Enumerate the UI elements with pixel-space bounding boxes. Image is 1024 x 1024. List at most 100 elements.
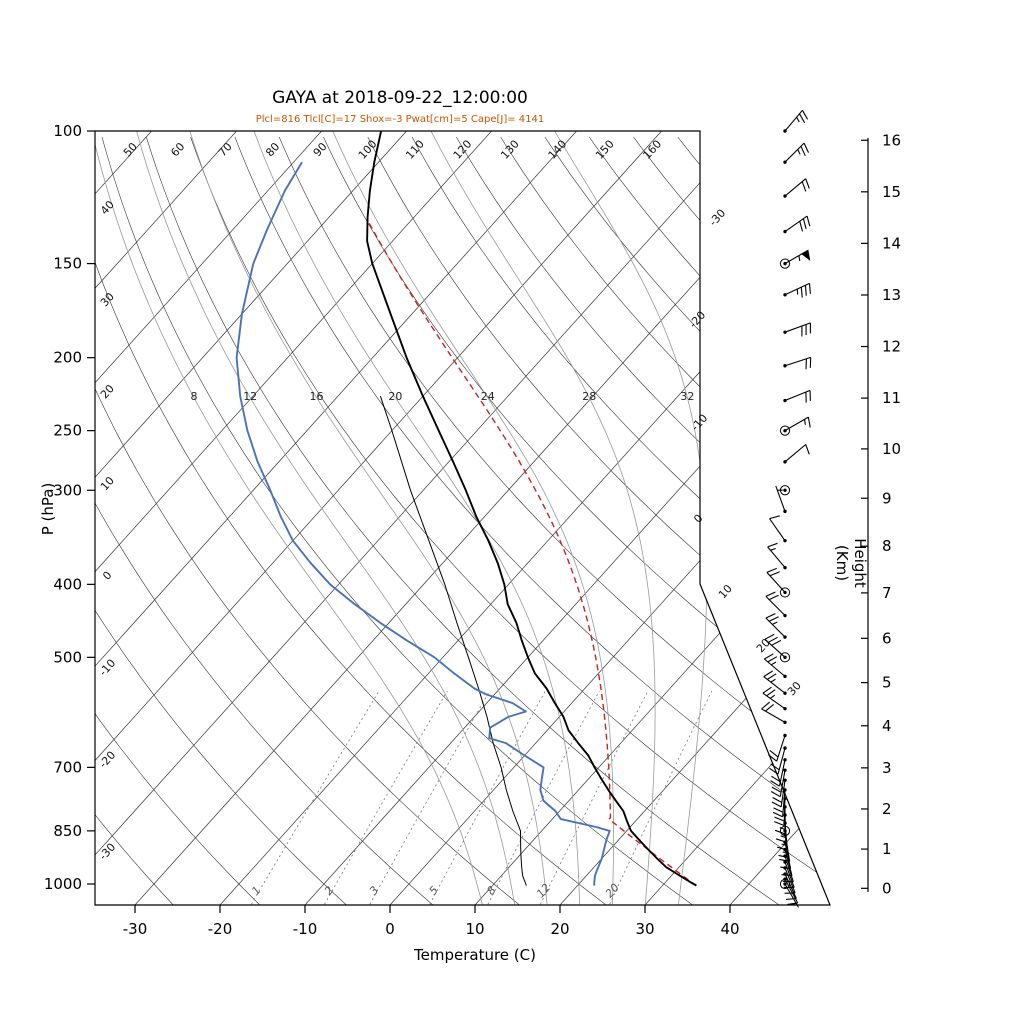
svg-text:-20: -20 [687, 309, 709, 331]
svg-text:40: 40 [98, 198, 117, 217]
svg-text:10: 10 [716, 582, 735, 601]
wind-barb-full [770, 780, 780, 787]
wind-barb-full [770, 791, 781, 798]
wind-barb-staff [784, 389, 811, 402]
chart-subtitle: Plcl=816 Tlcl[C]=17 Shox=-3 Pwat[cm]=5 C… [255, 114, 545, 125]
svg-text:20: 20 [388, 390, 402, 403]
wind-barb-staff [784, 356, 811, 367]
wind-barb-full [767, 656, 778, 663]
wind-barb-half [796, 116, 800, 123]
wind-barb-staff [784, 109, 803, 132]
wind-barb-full [777, 846, 788, 851]
isotherm-lines [95, 131, 830, 905]
parcel-curve [366, 218, 697, 887]
svg-text:100: 100 [53, 122, 82, 140]
wind-barb-full [768, 616, 779, 622]
wind-barb-full [769, 767, 779, 775]
wind-barb-staff [784, 444, 807, 463]
wind-barb-full [771, 775, 781, 783]
wind-barb-half [772, 621, 778, 625]
wind-barb-staff [784, 842, 792, 869]
svg-text:20: 20 [754, 636, 773, 655]
svg-text:850: 850 [53, 822, 82, 840]
svg-text:10: 10 [882, 440, 901, 458]
svg-text:400: 400 [53, 575, 82, 593]
wind-barb-staff [784, 849, 793, 876]
wind-barb-full [763, 670, 773, 678]
dewpoint-curve [235, 161, 611, 886]
svg-text:0: 0 [691, 512, 705, 526]
svg-text:30: 30 [785, 679, 804, 698]
dry-adiabat-lines [95, 136, 830, 905]
wind-barb-half [770, 661, 777, 666]
wind-barb-full [768, 636, 778, 643]
wind-barb-staff [784, 416, 809, 432]
wind-barb-full [771, 639, 782, 646]
wind-barb-full [762, 686, 772, 694]
wind-barb-full [807, 417, 811, 428]
wind-barb-full [772, 797, 783, 803]
wind-barb-full [769, 515, 780, 520]
svg-text:10: 10 [98, 474, 117, 493]
temperature-curve [366, 131, 697, 887]
wind-barb-staff [784, 178, 807, 197]
wind-barb-staff [763, 676, 786, 694]
wind-barb-full [767, 673, 777, 680]
svg-text:-30: -30 [707, 207, 729, 229]
temperature-axis: -30 -20 -10 0 10 20 30 40 [123, 905, 740, 938]
svg-text:1000: 1000 [44, 875, 82, 893]
wind-barb-full [799, 113, 806, 124]
wind-barb-half [780, 835, 786, 839]
svg-text:50: 50 [121, 140, 140, 159]
wind-barb-staff [784, 215, 808, 233]
wind-barb-staff [784, 282, 810, 296]
wind-barb-full [768, 594, 779, 601]
svg-text:300: 300 [53, 481, 82, 499]
svg-text:20: 20 [550, 920, 569, 938]
svg-text:0: 0 [882, 879, 892, 897]
svg-text:10: 10 [465, 920, 484, 938]
wind-barb-half [779, 826, 786, 830]
wind-barb-half [770, 678, 776, 683]
wind-barb-half [803, 419, 806, 425]
wind-barb-full [799, 221, 804, 232]
wind-barb-full [768, 754, 778, 762]
wind-barb-staff [763, 658, 786, 677]
svg-text:24: 24 [481, 390, 495, 403]
wind-barb-full [774, 829, 786, 835]
svg-text:9: 9 [882, 489, 892, 507]
svg-text:1: 1 [249, 884, 263, 898]
wind-barb-staff [767, 546, 786, 568]
moist-adiabat-lines [95, 131, 708, 905]
svg-text:30: 30 [98, 290, 117, 309]
wind-barb-full [800, 287, 803, 298]
svg-text:11: 11 [882, 389, 901, 407]
wind-barb-full [771, 786, 782, 793]
svg-text:-30: -30 [97, 841, 119, 863]
wind-barb-full [780, 866, 791, 870]
wind-barb-staff [784, 873, 797, 899]
wind-barb-flag [801, 250, 811, 261]
wind-barb-staff [765, 596, 786, 616]
svg-text:32: 32 [680, 390, 694, 403]
wind-barb-full [774, 821, 785, 827]
svg-text:-30: -30 [123, 920, 148, 938]
wind-barb-half [770, 547, 776, 551]
svg-text:1: 1 [882, 840, 892, 858]
wind-barb-half [782, 851, 789, 854]
svg-text:-20: -20 [208, 920, 233, 938]
wind-barb-full [802, 218, 807, 229]
wind-barb-full [803, 142, 809, 153]
svg-text:15: 15 [882, 183, 901, 201]
wetbulb-curve [379, 396, 527, 886]
svg-text:140: 140 [546, 138, 570, 162]
temperature-axis-title: Temperature (C) [414, 946, 536, 964]
wind-barb-full [779, 858, 790, 862]
wind-barb-full [778, 854, 789, 859]
wind-barb-full [801, 110, 809, 120]
svg-text:0: 0 [100, 569, 114, 583]
wind-barb-half [796, 289, 799, 295]
wind-barb-full [801, 181, 807, 192]
